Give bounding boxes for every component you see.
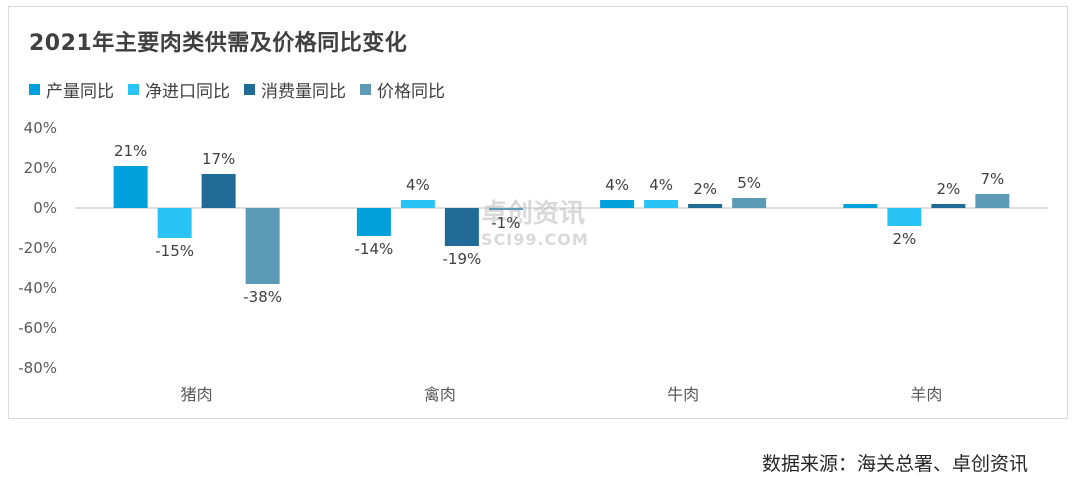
bar bbox=[201, 174, 236, 208]
data-label: -15% bbox=[155, 242, 194, 260]
legend-swatch-production bbox=[29, 84, 40, 95]
x-category-label: 猪肉 bbox=[181, 385, 213, 404]
x-category-label: 禽肉 bbox=[424, 385, 456, 404]
bar bbox=[931, 204, 966, 208]
legend-swatch-consumption bbox=[244, 84, 255, 95]
chart-title: 2021年主要肉类供需及价格同比变化 bbox=[29, 31, 408, 56]
data-label: -38% bbox=[243, 288, 282, 306]
data-label: 7% bbox=[980, 170, 1004, 188]
legend-label-consumption: 消费量同比 bbox=[261, 82, 346, 102]
bar bbox=[600, 200, 635, 208]
bar bbox=[887, 208, 922, 226]
data-label: -1% bbox=[491, 214, 520, 232]
legend-label-net-import: 净进口同比 bbox=[145, 82, 230, 102]
legend-item-net-import: 净进口同比 bbox=[128, 77, 230, 102]
data-label: 4% bbox=[649, 176, 673, 194]
bar bbox=[245, 208, 280, 284]
watermark-subtext: SCI99.COM bbox=[481, 230, 589, 249]
data-label: 4% bbox=[406, 176, 430, 194]
data-label: 5% bbox=[737, 174, 761, 192]
bar bbox=[688, 204, 723, 208]
bar bbox=[732, 198, 767, 208]
bar bbox=[975, 194, 1010, 208]
data-label: -14% bbox=[354, 240, 393, 258]
y-tick-label: -60% bbox=[18, 319, 57, 337]
bar bbox=[356, 208, 391, 236]
bar bbox=[113, 166, 148, 208]
watermark-text: 卓创资讯 bbox=[481, 199, 586, 229]
legend-swatch-price bbox=[360, 84, 371, 95]
data-label: 17% bbox=[202, 150, 235, 168]
watermark: 卓创资讯 SCI99.COM bbox=[449, 193, 589, 249]
data-label: 21% bbox=[114, 142, 147, 160]
x-category-label: 羊肉 bbox=[910, 385, 942, 404]
legend-item-production: 产量同比 bbox=[29, 77, 114, 102]
bar bbox=[644, 200, 679, 208]
data-label: 2% bbox=[693, 180, 717, 198]
y-tick-label: 0% bbox=[33, 199, 57, 217]
data-label: -19% bbox=[442, 250, 481, 268]
legend-item-consumption: 消费量同比 bbox=[244, 77, 346, 102]
x-category-label: 牛肉 bbox=[667, 385, 699, 404]
source-note: 数据来源：海关总署、卓创资讯 bbox=[761, 453, 1028, 475]
watermark-text-group: 卓创资讯 SCI99.COM bbox=[481, 193, 589, 249]
data-label: 2% bbox=[892, 230, 916, 248]
data-label: 4% bbox=[605, 176, 629, 194]
legend-swatch-net-import bbox=[128, 84, 139, 95]
legend: 产量同比 净进口同比 消费量同比 价格同比 bbox=[29, 77, 445, 102]
legend-item-price: 价格同比 bbox=[360, 77, 445, 102]
bar bbox=[400, 200, 435, 208]
y-tick-label: -20% bbox=[18, 239, 57, 257]
y-tick-label: -80% bbox=[18, 359, 57, 377]
data-label: 2% bbox=[936, 180, 960, 198]
y-tick-label: 20% bbox=[24, 159, 57, 177]
y-tick-label: -40% bbox=[18, 279, 57, 297]
bar bbox=[843, 204, 878, 208]
bar bbox=[488, 208, 523, 210]
y-tick-label: 40% bbox=[24, 119, 57, 137]
bar bbox=[444, 208, 479, 246]
legend-label-price: 价格同比 bbox=[377, 82, 445, 102]
legend-label-production: 产量同比 bbox=[46, 82, 114, 102]
bar bbox=[157, 208, 192, 238]
